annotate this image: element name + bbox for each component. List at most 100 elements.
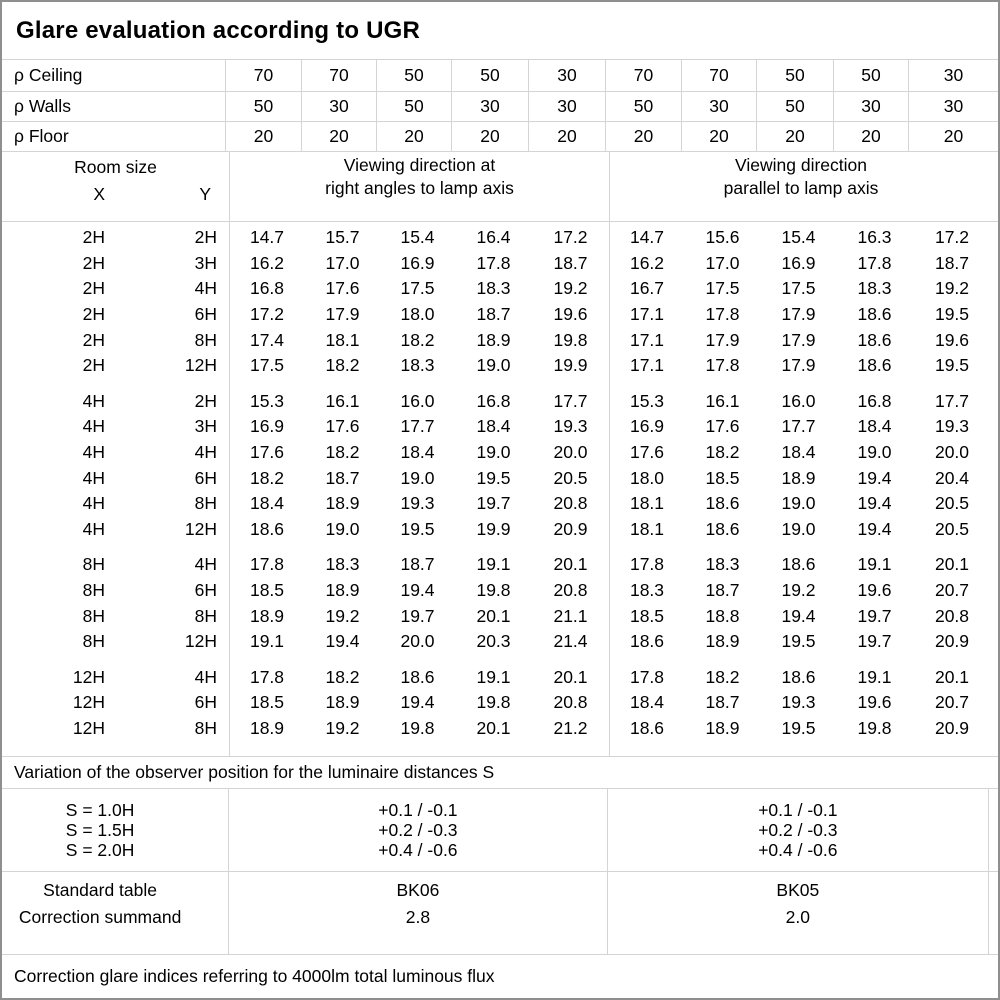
room-x: 8H: [82, 631, 105, 652]
ugr-value: 19.1: [476, 554, 511, 575]
ugr-row-8H-6H: 8H 6H 18.5 18.9 19.4 19.8 20.8 18.3 18.7 19.2 19.6…: [2, 578, 998, 604]
ugr-value: 20.1: [476, 605, 511, 626]
ugr-value: 19.4: [781, 605, 816, 626]
rho-walls-row: ρ Walls 50 30 50 30 30 50 30 50 30 30: [2, 92, 998, 122]
ugr-value: 19.4: [857, 493, 892, 514]
rho-walls-value-4: 30: [528, 92, 605, 121]
text-line: +0.4 / -0.6: [758, 840, 838, 860]
ugr-value: 17.0: [325, 252, 360, 273]
ugr-value: 20.5: [934, 518, 970, 539]
ugr-value: 19.6: [857, 580, 892, 601]
s-distance-labels: S = 1.0H S = 1.5H S = 2.0H: [2, 789, 228, 871]
ugr-value: 18.2: [325, 442, 360, 463]
ugr-value: 17.8: [249, 666, 285, 687]
ugr-value: 19.3: [553, 416, 588, 437]
ugr-value: 17.5: [705, 278, 740, 299]
ugr-value: 18.3: [476, 278, 511, 299]
ugr-row-2H-3H: 2H 3H 16.2 17.0 16.9 17.8 18.7 16.2 17.0 16.9 17.8…: [2, 251, 998, 277]
ugr-value: 17.6: [325, 278, 360, 299]
room-x: 2H: [82, 278, 105, 299]
ugr-value: 16.0: [400, 390, 435, 411]
text-line: 2.8: [405, 907, 431, 927]
ugr-value: 19.7: [476, 493, 511, 514]
ugr-row-12H-6H: 12H 6H 18.5 18.9 19.4 19.8 20.8 18.4 18.7 19.3 19.…: [2, 690, 998, 716]
group-header-right-angles: Viewing direction at right angles to lamp…: [229, 152, 609, 221]
ugr-value: 20.1: [934, 666, 970, 687]
rho-ceiling-values: 70 70 50 50 30 70 70 50 50 30: [225, 60, 998, 91]
xy-column-labels: X Y: [2, 183, 229, 206]
ugr-value: 17.1: [629, 355, 665, 376]
ugr-value: 18.9: [325, 692, 360, 713]
text-line: BK06: [396, 880, 440, 900]
ugr-value: 16.1: [325, 390, 360, 411]
ugr-value: 18.3: [705, 554, 740, 575]
rho-ceiling-value-1: 70: [301, 60, 376, 91]
room-y: 12H: [184, 631, 217, 652]
room-y: 2H: [194, 227, 217, 248]
ugr-value: 17.4: [249, 329, 285, 350]
rho-walls-value-2: 50: [376, 92, 451, 121]
room-y: 4H: [194, 278, 217, 299]
ugr-value: 18.2: [705, 442, 740, 463]
ugr-row-2H-6H: 2H 6H 17.2 17.9 18.0 18.7 19.6 17.1 17.8 17.9 18.6…: [2, 302, 998, 328]
ugr-value: 18.9: [249, 605, 285, 626]
ugr-value: 17.2: [249, 304, 285, 325]
rho-floor-value-3: 20: [451, 122, 528, 151]
ugr-value: 19.1: [476, 666, 511, 687]
ugr-value: 18.9: [325, 493, 360, 514]
room-x: 2H: [82, 329, 105, 350]
text-line: +0.4 / -0.6: [378, 840, 458, 860]
ugr-value: 16.9: [781, 252, 816, 273]
ugr-value: 16.3: [857, 227, 892, 248]
ugr-value: 19.5: [781, 717, 816, 738]
rho-floor-row: ρ Floor 20 20 20 20 20 20 20 20 20 20: [2, 122, 998, 152]
ugr-row-8H-8H: 8H 8H 18.9 19.2 19.7 20.1 21.1 18.5 18.8 19.4 19.7…: [2, 603, 998, 629]
ugr-value: 18.7: [553, 252, 588, 273]
ugr-value: 17.7: [781, 416, 816, 437]
text-line: 2.0: [785, 907, 810, 927]
rho-floor-value-1: 20: [301, 122, 376, 151]
ugr-value: 19.4: [400, 692, 435, 713]
ugr-row-12H-8H: 12H 8H 18.9 19.2 19.8 20.1 21.2 18.6 18.9 19.5 19.…: [2, 716, 998, 742]
ugr-value: 18.7: [934, 252, 970, 273]
rho-ceiling-row: ρ Ceiling 70 70 50 50 30 70 70 50 50 30: [2, 60, 998, 92]
ugr-value: 18.3: [629, 580, 665, 601]
ugr-value: 18.5: [629, 605, 665, 626]
room-x: 4H: [82, 493, 105, 514]
room-x: 4H: [82, 518, 105, 539]
ugr-value: 20.3: [476, 631, 511, 652]
ugr-row-4H-12H: 4H 12H 18.6 19.0 19.5 19.9 20.9 18.1 18.6 19.0 19.…: [2, 517, 998, 543]
ugr-value: 20.9: [934, 631, 970, 652]
ugr-value: 21.2: [553, 717, 588, 738]
ugr-value: 15.3: [249, 390, 285, 411]
ugr-value: 20.4: [934, 467, 970, 488]
ugr-value: 17.8: [705, 304, 740, 325]
ugr-value: 16.9: [629, 416, 665, 437]
ugr-value: 19.3: [934, 416, 970, 437]
ugr-value: 18.4: [781, 442, 816, 463]
ugr-value: 18.3: [400, 355, 435, 376]
ugr-value: 17.7: [934, 390, 970, 411]
ugr-value: 17.8: [629, 554, 665, 575]
ugr-value: 15.6: [705, 227, 740, 248]
ugr-value: 18.7: [705, 580, 740, 601]
group-header-parallel: Viewing direction parallel to lamp axis: [609, 152, 992, 221]
ugr-value: 19.2: [553, 278, 588, 299]
ugr-value: 18.4: [249, 493, 285, 514]
ugr-value: 17.9: [781, 355, 816, 376]
room-x: 4H: [82, 416, 105, 437]
group-divider: [609, 222, 610, 756]
ugr-value: 20.7: [934, 580, 970, 601]
room-size-label: Room size: [74, 157, 157, 177]
ugr-value: 17.6: [629, 442, 665, 463]
ugr-value: 17.2: [934, 227, 970, 248]
rho-floor-value-5: 20: [605, 122, 681, 151]
ugr-value: 19.5: [934, 355, 970, 376]
ugr-value: 19.7: [857, 605, 892, 626]
rho-walls-values: 50 30 50 30 30 50 30 50 30 30: [225, 92, 998, 121]
ugr-value: 18.9: [705, 631, 740, 652]
ugr-value: 19.8: [476, 692, 511, 713]
ugr-value: 18.7: [705, 692, 740, 713]
rho-ceiling-value-8: 50: [833, 60, 908, 91]
room-y: 6H: [194, 304, 217, 325]
